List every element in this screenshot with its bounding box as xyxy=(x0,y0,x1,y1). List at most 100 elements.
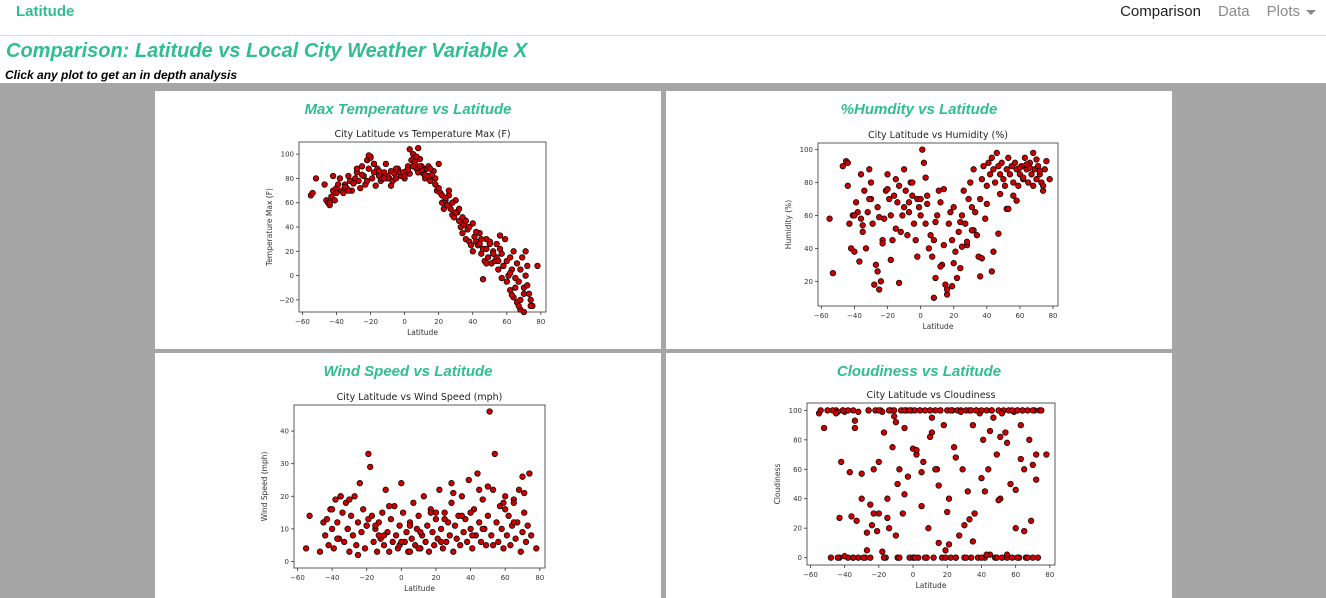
scatter-point xyxy=(932,218,939,226)
scatter-point xyxy=(955,228,962,236)
y-axis-label: Cloudiness xyxy=(773,464,782,505)
scatter-point xyxy=(493,240,500,248)
scatter-point xyxy=(895,182,903,189)
scatter-point xyxy=(905,199,913,206)
scatter-point xyxy=(844,182,851,189)
scatter-point xyxy=(513,260,521,267)
scatter-point xyxy=(1033,476,1040,483)
scatter-point xyxy=(1001,182,1009,189)
scatter-point xyxy=(488,532,495,539)
x-axis-label: Latitude xyxy=(916,581,947,590)
scatter-point xyxy=(476,486,483,493)
scatter-point xyxy=(884,514,891,522)
scatter-point xyxy=(829,269,837,277)
scatter-point xyxy=(500,262,507,270)
scatter-point xyxy=(445,187,453,194)
x-tick-label: −60 xyxy=(290,574,305,582)
y-tick-label: 60 xyxy=(793,466,802,474)
y-tick-label: 40 xyxy=(280,428,289,436)
scatter-point xyxy=(968,227,976,234)
nav-link-data[interactable]: Data xyxy=(1217,3,1250,20)
scatter-point xyxy=(507,269,514,277)
plot-card-wind-speed[interactable]: Wind Speed vs Latitude City Latitude vs … xyxy=(155,353,661,598)
brand-link[interactable]: Latitude xyxy=(16,3,75,20)
scatter-point xyxy=(389,538,396,546)
scatter-point xyxy=(858,470,865,477)
scatter-point xyxy=(960,187,967,194)
scatter-point xyxy=(420,493,427,500)
y-axis-label: Humidity (%) xyxy=(784,200,793,249)
scatter-point xyxy=(957,218,964,226)
scatter-point xyxy=(902,187,909,194)
scatter-point xyxy=(1024,554,1031,561)
scatter-point xyxy=(990,248,997,255)
scatter-point xyxy=(922,174,929,181)
scatter-point xyxy=(424,522,431,529)
scatter-point xyxy=(448,480,455,487)
scatter-point xyxy=(365,152,372,159)
scatter-point xyxy=(980,436,987,443)
scatter-point xyxy=(498,525,505,533)
scatter-point xyxy=(401,172,408,180)
nav-link-comparison[interactable]: Comparison xyxy=(1120,3,1201,20)
scatter-point xyxy=(350,180,357,187)
scatter-point xyxy=(1038,407,1045,414)
scatter-point xyxy=(533,545,540,552)
scatter-point xyxy=(515,302,522,310)
scatter-point xyxy=(473,228,480,236)
scatter-point xyxy=(934,212,941,219)
plot-card-temperature[interactable]: Max Temperature vs Latitude City Latitud… xyxy=(155,91,661,349)
scatter-point xyxy=(517,548,524,555)
scatter-point xyxy=(834,554,841,561)
y-axis-label: Temperature Max (F) xyxy=(265,188,274,267)
scatter-point xyxy=(322,532,329,539)
scatter-point xyxy=(964,488,971,495)
scatter-point xyxy=(428,171,436,178)
scatter-point xyxy=(937,407,944,414)
scatter-point xyxy=(889,444,896,451)
x-tick-label: 40 xyxy=(466,574,475,582)
scatter-point xyxy=(312,175,320,182)
y-tick-label: 20 xyxy=(285,248,294,256)
humidity-scatter-plot[interactable]: City Latitude vs Humidity (%) −60 −40 −20 0 2… xyxy=(666,91,1172,349)
scatter-point xyxy=(930,236,938,244)
plot-card-cloudiness[interactable]: Cloudiness vs Latitude City Latitude vs … xyxy=(666,353,1172,598)
scatter-point xyxy=(503,532,511,539)
scatter-point xyxy=(947,407,954,414)
scatter-point xyxy=(482,542,490,549)
x-tick-label: −40 xyxy=(837,571,852,579)
scatter-point xyxy=(331,197,338,204)
scatter-point xyxy=(398,538,405,546)
scatter-point xyxy=(912,236,919,244)
scatter-point xyxy=(866,166,873,173)
scatter-point xyxy=(437,525,445,533)
wind-speed-scatter-plot[interactable]: City Latitude vs Wind Speed (mph) −60 −40 −… xyxy=(155,353,661,598)
x-tick-label: 80 xyxy=(1045,571,1054,579)
plot-card-humidity[interactable]: %Humdity vs Latitude City Latitude vs Hu… xyxy=(666,91,1172,349)
scatter-point xyxy=(519,528,526,536)
chart-title: City Latitude vs Temperature Max (F) xyxy=(334,129,510,140)
scatter-point xyxy=(370,160,378,168)
scatter-point xyxy=(900,204,908,211)
scatter-point xyxy=(432,509,440,516)
cloudiness-scatter-plot[interactable]: City Latitude vs Cloudiness −60 −40 −20 0 20 4… xyxy=(666,353,1172,598)
scatter-point xyxy=(1006,171,1014,178)
scatter-point xyxy=(826,215,833,222)
scatter-point xyxy=(321,181,328,188)
scatter-point xyxy=(945,220,952,227)
scatter-point xyxy=(1033,156,1040,163)
scatter-point xyxy=(323,515,331,523)
nav-dropdown-plots[interactable]: Plots xyxy=(1267,3,1316,20)
scatter-point xyxy=(522,248,529,255)
scatter-point xyxy=(980,162,987,170)
scatter-point xyxy=(1021,154,1029,161)
scatter-point xyxy=(1007,480,1014,488)
scatter-point xyxy=(851,424,859,432)
y-tick-label: 30 xyxy=(280,460,289,468)
scatter-point xyxy=(476,240,483,248)
scatter-point xyxy=(846,220,853,227)
temperature-scatter-plot[interactable]: City Latitude vs Temperature Max (F) −60 −… xyxy=(155,91,661,349)
scatter-point xyxy=(479,496,486,503)
scatter-point xyxy=(940,241,947,249)
chart-title: City Latitude vs Cloudiness xyxy=(867,390,996,401)
